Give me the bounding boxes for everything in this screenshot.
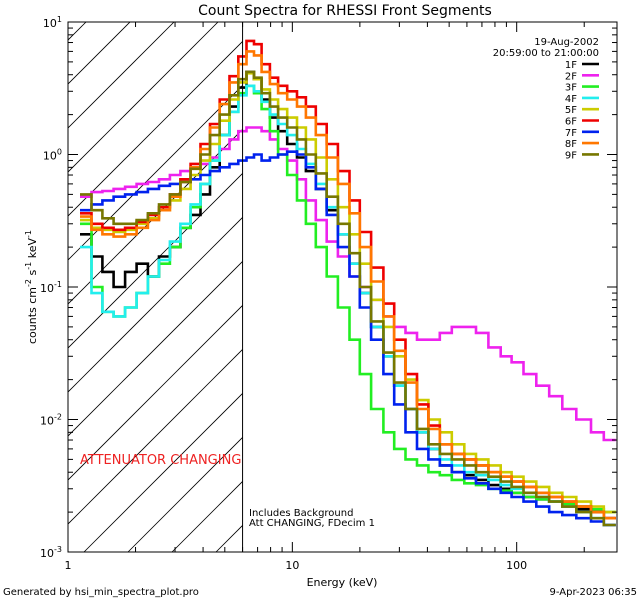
legend-label-8F: 8F xyxy=(565,139,577,150)
hatch-line xyxy=(68,216,243,393)
series-group xyxy=(80,39,616,527)
legend-label-3F: 3F xyxy=(565,83,577,94)
hatch-line xyxy=(68,22,175,129)
hatch-line xyxy=(68,22,219,173)
date-label: 19-Aug-2002 xyxy=(534,37,599,48)
hatch-line xyxy=(68,348,243,525)
axis-ticks xyxy=(67,21,617,553)
x-tick-label-100: 100 xyxy=(506,559,527,572)
hatch-line xyxy=(68,84,243,261)
y-axis-label: counts cm-2 s-1 keV-1 xyxy=(24,230,39,344)
attenuator-note: Att CHANGING, FDecim 1 xyxy=(249,518,375,529)
generated-by-label: Generated by hsi_min_spectra_plot.pro xyxy=(3,587,199,598)
y-tick-labels: 10-3 10-2 10-1 100 101 xyxy=(40,15,62,560)
x-tick-label-10: 10 xyxy=(285,559,299,572)
legend-label-6F: 6F xyxy=(565,117,577,128)
series-line-8F xyxy=(80,50,616,520)
x-tick-label-1: 1 xyxy=(65,559,72,572)
y-tick-label-1e-1: 10-1 xyxy=(40,280,62,295)
y-tick-label-1e0: 100 xyxy=(43,148,62,163)
timestamp-label: 9-Apr-2023 06:35 xyxy=(550,587,637,598)
legend-label-1F: 1F xyxy=(565,60,577,71)
hatch-line xyxy=(68,40,243,217)
time-range-label: 20:59:00 to 21:00:00 xyxy=(493,48,599,59)
chart-title: Count Spectra for RHESSI Front Segments xyxy=(198,3,492,19)
series-line-9F xyxy=(80,70,616,527)
x-tick-labels: 1 10 100 xyxy=(65,559,528,572)
attenuator-hatch-region xyxy=(68,22,243,552)
legend-label-7F: 7F xyxy=(565,128,577,139)
hatch-line xyxy=(68,304,243,481)
hatch-line xyxy=(68,22,131,85)
attenuator-changing-label: ATTENUATOR CHANGING xyxy=(80,453,241,468)
hatch-line xyxy=(83,392,243,552)
y-tick-label-1e1: 101 xyxy=(43,15,62,30)
legend-label-9F: 9F xyxy=(565,150,577,161)
y-tick-label-1e-2: 10-2 xyxy=(40,413,62,428)
background-note: Includes Background xyxy=(249,508,353,519)
legend-label-4F: 4F xyxy=(565,94,577,105)
hatch-line xyxy=(68,128,243,305)
series-line-3F xyxy=(80,84,616,514)
series-line-4F xyxy=(80,84,616,527)
hatch-line xyxy=(127,436,243,552)
legend-label-2F: 2F xyxy=(565,71,577,82)
x-axis-label: Energy (keV) xyxy=(307,576,378,589)
series-line-2F xyxy=(80,126,616,442)
hatch-line xyxy=(68,172,243,349)
series-line-5F xyxy=(80,72,616,514)
y-tick-label-1e-3: 10-3 xyxy=(40,545,62,560)
legend-label-5F: 5F xyxy=(565,105,577,116)
series-line-7F xyxy=(80,150,616,527)
